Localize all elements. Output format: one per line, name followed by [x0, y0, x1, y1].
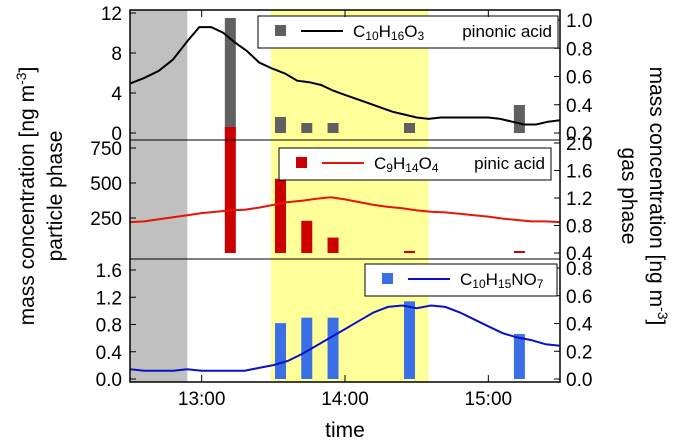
pinonic-right-tick-label: 1.0 — [566, 11, 592, 32]
pinonic-line — [129, 26, 561, 126]
pinic-bar-3 — [327, 237, 339, 253]
legend-formula: C9H14O4 — [374, 154, 439, 175]
legend-name: pinic acid — [474, 154, 545, 173]
mbtca-left-tick-label: 0.8 — [96, 316, 122, 337]
night-shade — [130, 10, 188, 382]
pinic-right-tick-label: 1.6 — [566, 162, 592, 183]
legend-bar-swatch — [382, 273, 393, 284]
x-axis-title: time — [325, 419, 365, 442]
mbtca-right-tick-label: 0.2 — [566, 342, 592, 363]
mbtca-bar-1 — [301, 317, 313, 379]
pinonic-right-tick-label: 0.4 — [566, 96, 593, 117]
pinonic-bar-2 — [301, 123, 313, 133]
highlight-shade — [270, 10, 429, 382]
pinic-bar-0 — [224, 127, 236, 253]
mbtca-left-tick-label: 0.4 — [96, 343, 123, 364]
pinic-right-tick-label: 1.2 — [566, 189, 592, 210]
mbtca-right-tick-label: 0.4 — [566, 315, 593, 336]
pinonic-bar-3 — [327, 123, 339, 133]
pinonic-left-tick-label: 0 — [111, 124, 122, 145]
pinonic-right-tick-label: 0.2 — [566, 124, 592, 145]
mbtca-bar-4 — [513, 334, 525, 379]
mbtca-bar-2 — [327, 317, 339, 379]
pinic-left-tick-label: 500 — [90, 174, 122, 195]
pinic-right-tick-label: 0.8 — [566, 217, 592, 238]
pinonic-left-tick-label: 8 — [111, 44, 122, 65]
panel-pinic: 250 500 750 0.4 0.8 1.2 1.6 2.0 — [90, 127, 593, 265]
pinic-left-tick-label: 750 — [90, 139, 122, 160]
legend-formula: C10H16O3 — [353, 22, 425, 43]
pinic-bar-1 — [275, 178, 286, 253]
pinonic-left-tick-label: 12 — [101, 4, 122, 25]
right-axis-title-line2: gas phase — [617, 148, 640, 245]
pinic-left-tick-label: 250 — [90, 209, 122, 230]
legend-bar-swatch — [275, 25, 286, 36]
legend-formula: C10H15NO7 — [460, 270, 544, 291]
legend-pinic: C9H14O4 pinic acid — [278, 147, 552, 181]
pinic-line — [129, 196, 561, 224]
mbtca-left-tick-label: 1.6 — [96, 261, 122, 282]
mbtca-right-tick-label: 0.6 — [566, 287, 592, 308]
mbtca-bar-3 — [404, 301, 415, 379]
mbtca-left-tick-label: 0.0 — [96, 370, 122, 391]
legend-box — [364, 263, 558, 297]
pinonic-bar-0 — [224, 18, 236, 133]
pinic-bar-4 — [404, 250, 415, 253]
legend-pinonic: C10H16O3 pinonic acid — [257, 15, 559, 49]
pinic-bar-2 — [301, 220, 313, 253]
x-tick-label: 15:00 — [465, 389, 513, 410]
x-tick-label: 14:00 — [321, 389, 369, 410]
mbtca-right-tick-label: 0.0 — [566, 370, 592, 391]
pinonic-right-tick-label: 0.6 — [566, 68, 592, 89]
legend-box — [257, 15, 559, 49]
pinic-right-tick-label: 0.4 — [566, 244, 593, 265]
left-axis-title-line2: particle phase — [44, 131, 67, 262]
pinonic-bar-4 — [404, 123, 415, 133]
legend-name: pinonic acid — [462, 22, 552, 41]
pinonic-bar-5 — [513, 105, 525, 133]
pinic-bar-5 — [513, 251, 525, 253]
panel-mbtca: 0.0 0.4 0.8 1.2 1.6 0.0 0.2 0.4 0.6 0.8 — [96, 259, 593, 391]
mbtca-left-tick-label: 1.2 — [96, 288, 122, 309]
left-axis-title-line1: mass concentration [ng m-3] — [13, 67, 39, 326]
pinonic-bar-1 — [275, 117, 286, 133]
pinonic-right-tick-label: 0.8 — [566, 39, 592, 60]
pinic-right-tick-label: 2.0 — [566, 134, 592, 155]
legend-mbtca: C10H15NO7 — [364, 263, 558, 297]
pinonic-left-tick-label: 4 — [111, 84, 122, 105]
panel-pinonic: 0 4 8 12 0.2 0.4 0.6 0.8 1.0 — [101, 4, 593, 145]
x-tick-label: 13:00 — [178, 389, 226, 410]
mbtca-bar-0 — [275, 323, 286, 379]
right-axis-title-line1: mass concentration [ng m-3] — [645, 67, 671, 326]
mbtca-line — [129, 304, 561, 372]
mbtca-right-tick-label: 0.8 — [566, 259, 592, 280]
legend-bar-swatch — [296, 157, 307, 168]
